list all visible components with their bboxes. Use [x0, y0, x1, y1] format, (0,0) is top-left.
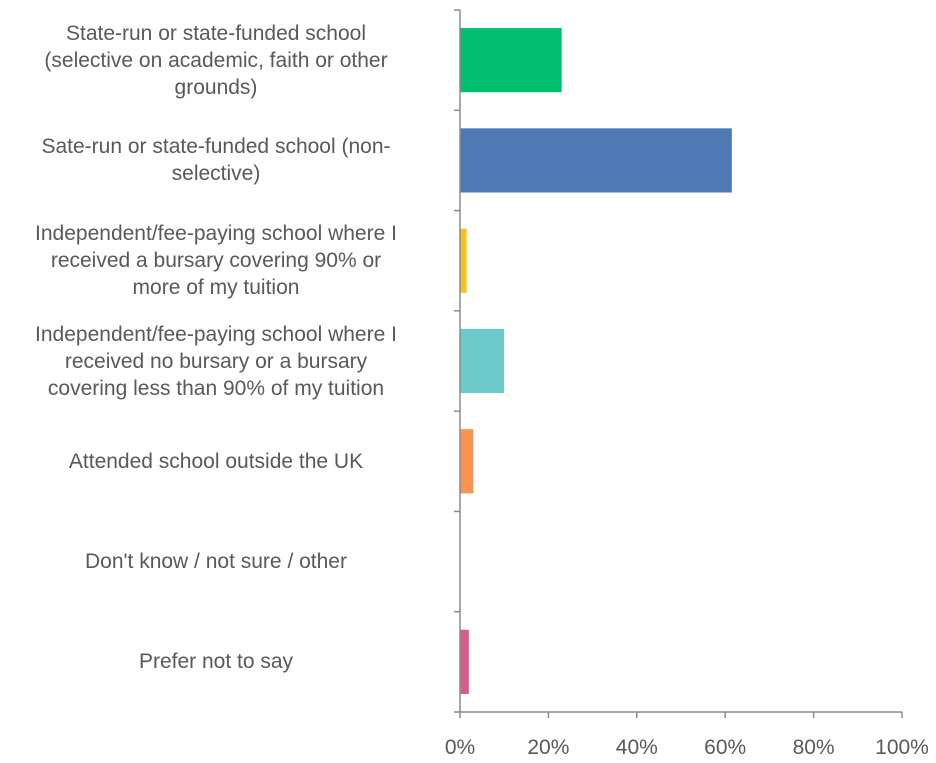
category-label-line: (selective on academic, faith or other — [44, 48, 388, 72]
category-label: Attended school outside the UK — [0, 448, 436, 475]
category-label-line: Independent/fee-paying school where I — [35, 222, 397, 246]
category-label-line: Don't know / not sure / other — [85, 550, 347, 574]
category-label-line: more of my tuition — [132, 276, 300, 300]
category-label-line: Independent/fee-paying school where I — [35, 322, 397, 346]
category-label: Don't know / not sure / other — [0, 548, 436, 575]
category-label-line: grounds) — [174, 75, 258, 99]
category-label-line: State-run or state-funded school — [65, 21, 366, 45]
x-tick-label: 20% — [527, 736, 569, 758]
bar-4 — [460, 328, 505, 394]
x-tick-label: 60% — [704, 736, 746, 758]
bar-5 — [460, 429, 474, 494]
x-tick-label: 0% — [445, 736, 475, 758]
category-label-line: Prefer not to say — [138, 650, 294, 674]
category-label: Sate-run or state-funded school (non-sel… — [0, 133, 436, 187]
category-label-line: covering less than 90% of my tuition — [47, 376, 385, 400]
category-label-line: selective) — [171, 162, 261, 186]
category-label-line: received a bursary covering 90% or — [50, 249, 382, 273]
category-label-line: Attended school outside the UK — [68, 449, 364, 473]
bar-7 — [460, 629, 469, 694]
x-tick-label: 40% — [616, 736, 658, 758]
bar-2 — [460, 128, 732, 193]
bar-1 — [460, 28, 562, 93]
category-label-line: Sate-run or state-funded school (non- — [41, 135, 391, 159]
category-label: Independent/fee-paying school where I rec… — [0, 220, 436, 301]
category-label: Independent/fee-paying school where I rec… — [0, 321, 436, 402]
x-tick-label: 100% — [875, 736, 929, 758]
category-label-line: received no bursary or a bursary — [64, 349, 368, 373]
category-label: State-run or state-funded school (selecti… — [0, 20, 436, 101]
x-tick-label: 80% — [793, 736, 835, 758]
category-label: Prefer not to say — [0, 648, 436, 675]
bar-3 — [460, 228, 467, 293]
